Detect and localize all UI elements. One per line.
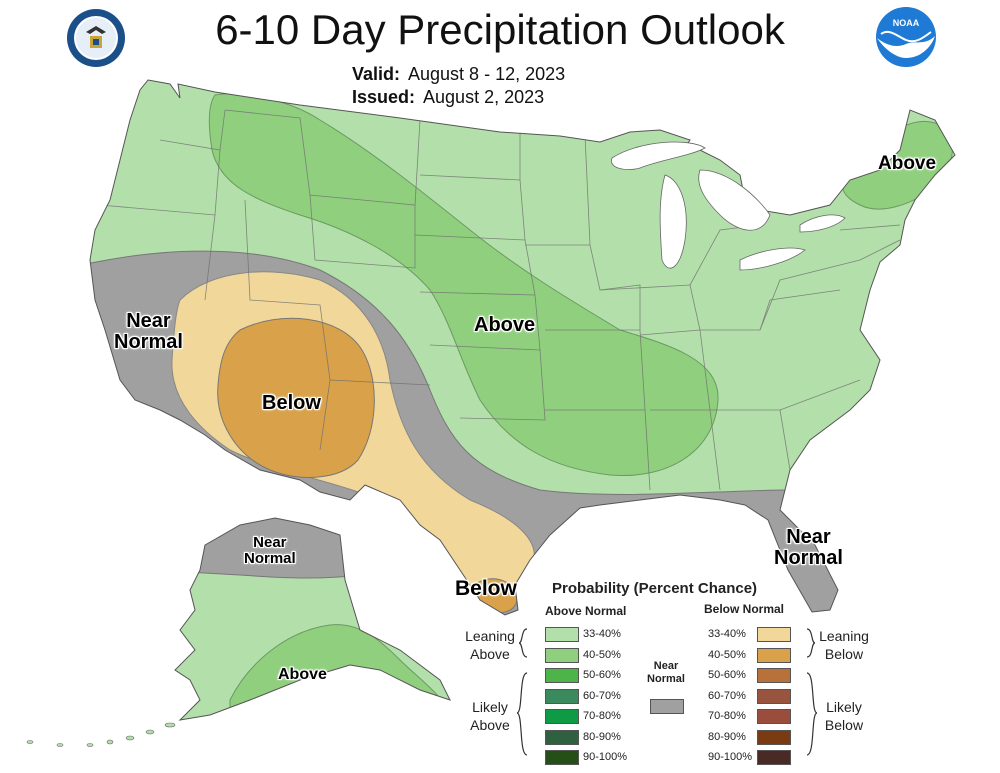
below-40-50-zone — [217, 317, 375, 478]
near-normal-line2: Normal — [647, 673, 685, 686]
label-above-central: Above — [474, 314, 536, 336]
above-label-2: 50-60% — [583, 669, 621, 681]
label-near-west-line1: Near — [126, 310, 171, 332]
label-below-tx: Below — [455, 577, 517, 600]
label-near-fl-line2: Normal — [774, 547, 843, 569]
label-below-sw: Below — [262, 392, 321, 414]
below-label-2: 50-60% — [708, 669, 746, 681]
legend-below-header: Below Normal — [704, 602, 785, 616]
below-label-4: 70-80% — [708, 710, 746, 722]
label-ak-above: Above — [278, 666, 327, 683]
above-label-3: 60-70% — [583, 689, 621, 702]
legend-near-normal-label: Near Normal — [640, 660, 692, 686]
above-swatch-6 — [545, 750, 579, 765]
above-label-0: 33-40% — [583, 628, 621, 640]
below-swatch-0 — [757, 627, 791, 642]
valid-value: August 8 - 12, 2023 — [408, 64, 566, 84]
label-ak-near-line1: Near — [253, 534, 287, 551]
label-near-west-line2: Normal — [114, 331, 183, 353]
below-swatch-4 — [757, 709, 791, 724]
above-label-6: 90-100% — [583, 751, 628, 763]
above-swatch-3 — [545, 688, 579, 704]
valid-label: Valid: — [352, 64, 401, 84]
label-ak-near-normal: Near Normal — [244, 535, 296, 567]
below-label-3: 60-70% — [708, 689, 746, 702]
below-label-1: 40-50% — [708, 648, 746, 661]
page-title: 6-10 Day Precipitation Outlook — [215, 6, 785, 53]
likely-below-line1: Likely — [826, 699, 862, 715]
noaa-logo-icon: NOAA — [876, 7, 936, 67]
label-above-ne: Above — [878, 153, 937, 174]
label-near-fl-line1: Near — [786, 526, 831, 548]
noaa-logo-text: NOAA — [893, 18, 920, 28]
legend-above-header: Above Normal — [545, 604, 627, 618]
issued-label: Issued: — [352, 87, 416, 107]
leaning-below-line2: Below — [824, 645, 864, 662]
above-40-50-band — [208, 93, 719, 477]
legend-leaning-above: Leaning Above — [458, 628, 522, 663]
above-label-5: 80-90% — [583, 730, 621, 743]
issued-value: August 2, 2023 — [423, 87, 545, 107]
below-label-5: 80-90% — [708, 730, 746, 743]
above-swatch-5 — [545, 729, 579, 745]
valid-dates: Valid: August 8 - 12, 2023 — [352, 64, 565, 85]
issued-date: Issued: August 2, 2023 — [352, 87, 544, 108]
above-label-4: 70-80% — [583, 710, 621, 722]
above-swatch-0 — [545, 627, 579, 642]
legend-braces — [516, 628, 818, 756]
above-swatch-1 — [545, 647, 579, 663]
legend-title: Probability (Percent Chance) — [552, 580, 758, 597]
below-swatch-2 — [757, 668, 791, 683]
below-label-6: 90-100% — [708, 751, 753, 763]
great-lakes — [611, 141, 846, 271]
legend-likely-above: Likely Above — [458, 699, 522, 734]
legend-likely-below: Likely Below — [812, 699, 876, 734]
leaning-above-line2: Above — [470, 645, 510, 662]
below-swatch-6 — [757, 750, 791, 765]
below-swatch-5 — [757, 729, 791, 745]
above-swatch-2 — [545, 668, 579, 683]
legend-leaning-below: Leaning Below — [812, 628, 876, 663]
likely-below-line2: Below — [824, 716, 864, 733]
near-normal-line1: Near — [653, 660, 679, 672]
below-swatch-3 — [757, 688, 791, 704]
below-swatch-1 — [757, 647, 791, 663]
alaska-region — [175, 518, 450, 720]
legend-near-normal-swatch — [650, 699, 684, 714]
likely-above-line1: Likely — [472, 699, 508, 715]
leaning-above-line1: Leaning — [465, 628, 515, 644]
label-near-normal-west: Near Normal — [114, 311, 183, 353]
above-swatch-4 — [545, 709, 579, 724]
leaning-below-line1: Leaning — [819, 628, 869, 644]
label-near-normal-fl: Near Normal — [774, 527, 843, 569]
label-ak-near-line2: Normal — [244, 549, 296, 567]
below-label-0: 33-40% — [708, 628, 746, 640]
likely-above-line2: Above — [470, 716, 510, 733]
commerce-seal-icon — [67, 9, 125, 67]
above-label-1: 40-50% — [583, 648, 621, 661]
aleutian-islands — [26, 722, 176, 747]
